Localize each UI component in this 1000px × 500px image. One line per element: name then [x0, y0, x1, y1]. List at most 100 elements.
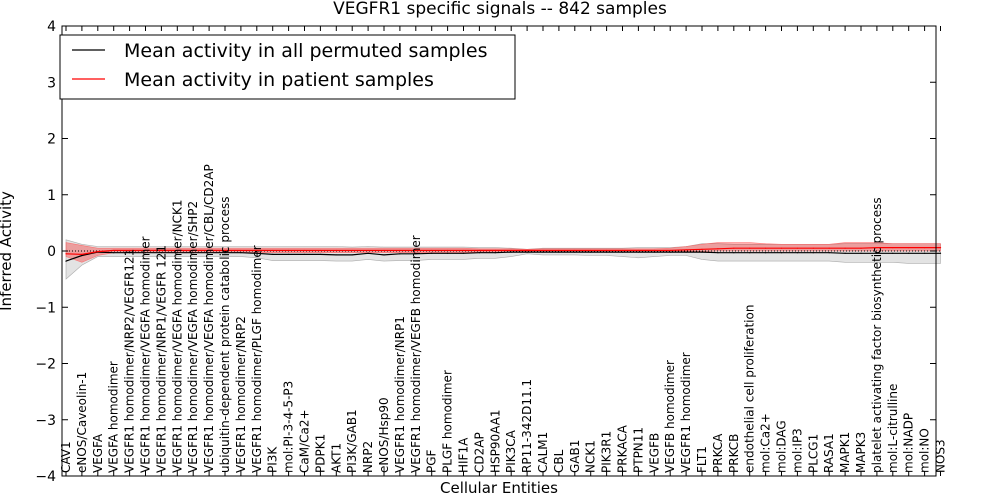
y-axis-ticks: −4 −3 −2 −1 0 1 2 3 4 [35, 19, 936, 485]
data-point-series-1 [621, 249, 624, 252]
data-point-series-1 [510, 249, 512, 252]
data-point-series-0 [892, 252, 894, 254]
data-point-series-0 [701, 251, 703, 253]
data-point-series-1 [733, 247, 735, 249]
data-point-series-1 [844, 247, 846, 249]
data-point-series-0 [844, 252, 846, 254]
category-label: NRP2 [361, 441, 375, 473]
data-point-series-0 [621, 251, 624, 253]
data-point-series-0 [494, 252, 496, 254]
data-point-series-1 [765, 247, 767, 249]
category-label: VEGFR1 homodimer/NRP2/VEGFR121 [123, 249, 137, 473]
data-point-series-0 [478, 252, 480, 254]
chart-title: VEGFR1 specific signals -- 842 samples [333, 0, 667, 19]
category-label: mol:DAG [775, 420, 789, 473]
data-point-series-0 [924, 252, 926, 254]
data-point-series-0 [796, 252, 799, 254]
data-point-series-1 [208, 249, 210, 252]
category-label: CD2AP [472, 432, 486, 473]
y-tick-label: 3 [47, 75, 56, 91]
category-label: CaM/Ca2+ [298, 409, 312, 473]
data-point-series-1 [288, 249, 290, 252]
category-label: PRKACA [616, 424, 630, 473]
data-point-series-0 [383, 254, 385, 256]
data-point-series-0 [335, 254, 337, 256]
y-tick-label: 0 [47, 244, 56, 260]
data-point-series-0 [669, 251, 671, 253]
category-label: PLGF homodimer [441, 370, 455, 473]
series-line-1 [65, 247, 941, 256]
category-label: CALM1 [536, 432, 550, 473]
data-point-series-1 [717, 248, 719, 250]
x-axis-label: Cellular Entities [440, 479, 558, 497]
category-label: VEGFR1 homodimer/NRP1 [393, 316, 407, 473]
category-label: VEGFR1 homodimer [679, 352, 693, 473]
category-label: VEGFR1 homodimer/VEGFA homodimer [139, 236, 153, 473]
category-label: MAPK1 [838, 432, 852, 473]
category-label: platelet activating factor biosynthetic … [870, 197, 884, 473]
data-point-series-0 [542, 251, 544, 253]
data-point-series-1 [415, 249, 417, 252]
y-tick-label: −1 [35, 300, 56, 316]
category-label: VEGFR1 homodimer/VEGFB homodimer [409, 235, 423, 473]
data-point-series-1 [319, 249, 321, 252]
data-point-series-1 [240, 249, 242, 252]
category-label: CBL [552, 449, 566, 473]
category-labels: CAV1 eNOS/Caveolin-1 VEGFA VEGFA homodimer V… [59, 164, 948, 473]
data-point-series-0 [653, 251, 655, 253]
data-point-series-0 [399, 253, 401, 255]
data-point-series-1 [892, 247, 894, 249]
y-tick-label: 2 [47, 132, 56, 148]
data-point-series-0 [176, 252, 178, 254]
data-point-series-0 [65, 260, 67, 262]
data-point-series-1 [367, 249, 369, 252]
data-point-series-1 [606, 249, 608, 252]
data-point-series-0 [240, 252, 242, 254]
data-point-series-0 [367, 252, 369, 254]
data-point-series-0 [144, 252, 147, 254]
data-point-series-0 [431, 252, 433, 254]
x-axis-ticks [65, 26, 941, 476]
data-point-series-0 [876, 252, 878, 254]
category-label: NCK1 [584, 440, 598, 473]
data-point-series-1 [431, 249, 433, 252]
y-tick-label: −2 [35, 357, 56, 373]
data-point-series-1 [526, 249, 528, 252]
category-label: VEGFB homodimer [663, 360, 677, 473]
category-label: VEGFR1 homodimer/VEGFA homodimer/CBL/CD2… [202, 164, 216, 473]
data-point-series-1 [749, 247, 751, 249]
data-point-series-1 [113, 249, 115, 252]
y-tick-label: 4 [47, 19, 56, 35]
data-point-series-1 [160, 249, 162, 252]
band-series-0 [65, 239, 941, 280]
data-point-series-0 [860, 252, 862, 254]
data-point-series-1 [383, 249, 385, 252]
data-point-series-0 [288, 253, 290, 255]
data-point-series-1 [558, 249, 560, 252]
legend-label-patient: Mean activity in patient samples [124, 69, 434, 91]
data-point-series-1 [256, 249, 258, 252]
data-point-series-1 [176, 249, 178, 252]
category-label: VEGFR1 homodimer/NRP1/VEGFR 121 [154, 245, 168, 473]
data-point-series-1 [574, 249, 576, 252]
data-point-series-0 [113, 252, 115, 254]
data-point-series-1 [303, 249, 306, 252]
category-label: RP11-342D11.1 [520, 379, 534, 473]
category-label: PTPN11 [631, 427, 645, 473]
category-label: mol:NO [918, 428, 932, 473]
data-point-series-1 [653, 249, 655, 252]
data-point-series-1 [637, 249, 640, 252]
category-label: PRKCA [711, 433, 725, 473]
data-point-series-0 [462, 252, 465, 254]
data-point-series-0 [717, 252, 719, 254]
category-label: eNOS/Hsp90 [377, 397, 391, 473]
data-point-series-1 [478, 249, 480, 252]
legend: Mean activity in all permuted samples Me… [59, 34, 516, 100]
data-point-series-0 [351, 254, 353, 256]
category-label: NOS3 [934, 439, 948, 473]
data-point-series-0 [908, 252, 910, 254]
category-label: PDPK1 [313, 434, 327, 473]
data-point-series-0 [208, 252, 210, 254]
data-point-series-1 [924, 247, 926, 249]
